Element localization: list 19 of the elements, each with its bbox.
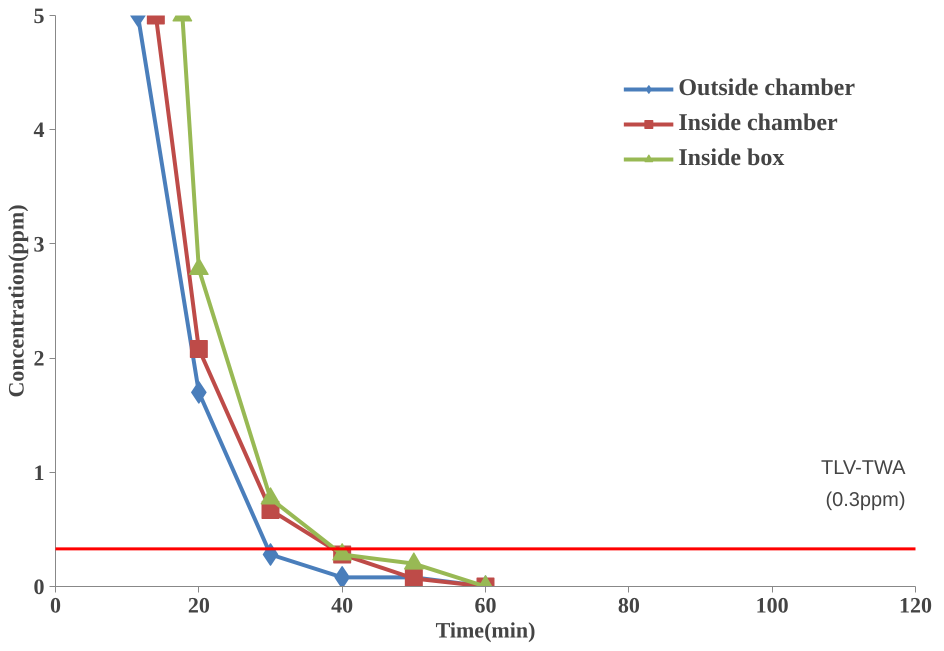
x-axis-title: Time(min) [436,618,536,642]
x-tick-label: 100 [756,592,789,618]
x-tick-label: 80 [618,592,640,618]
y-tick-label: 3 [34,231,44,256]
ref-line-label: TLV-TWA (0.3ppm) [821,456,906,511]
y-tick-label: 0 [34,574,44,599]
x-tick-label: 60 [474,592,496,618]
y-tick-label: 1 [34,460,44,485]
y-tick-label: 5 [34,3,44,28]
legend-label: Inside chamber [678,110,838,137]
legend-label: Outside chamber [678,75,855,102]
y-tick-label: 2 [34,346,44,371]
x-tick-label: 40 [331,592,354,618]
y-tick-label: 4 [34,117,44,142]
y-axis-title: Concentration(ppm) [4,204,28,398]
legend-label: Inside box [678,145,784,172]
x-tick-label: 20 [188,592,210,618]
x-tick-label: 0 [50,592,61,618]
x-tick-label: 120 [899,592,932,618]
